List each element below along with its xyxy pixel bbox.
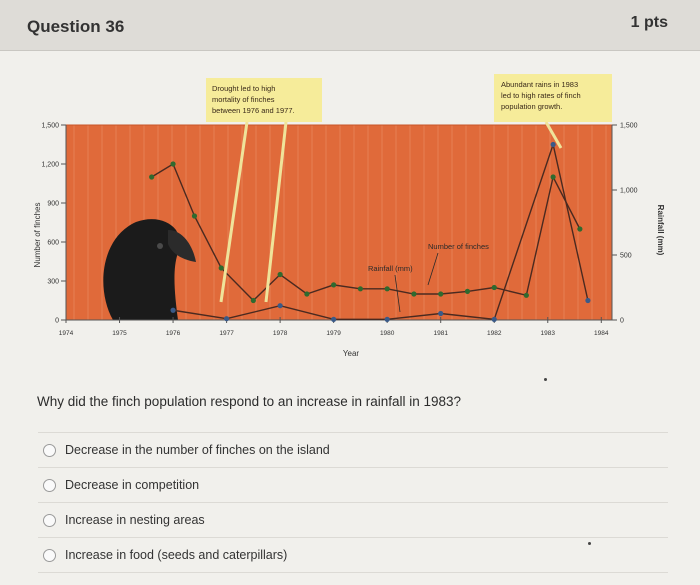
left-tick-label: 600	[47, 240, 59, 247]
finch-point	[218, 265, 224, 271]
finch-point	[577, 226, 583, 232]
rainfall-point	[550, 141, 556, 148]
finch-point	[170, 161, 176, 167]
stray-dot	[544, 378, 547, 381]
finch-point	[250, 297, 256, 304]
drought-callout-line-1: Drought led to high	[212, 84, 275, 93]
x-tick-label: 1978	[273, 330, 288, 337]
finch-head-illustration	[103, 219, 196, 320]
y-axis-title: Number of finches	[33, 203, 42, 268]
drought-callout-line-3: between 1976 and 1977.	[212, 106, 295, 115]
rainfall-point	[491, 316, 497, 322]
right-tick-label: 1,000	[620, 188, 638, 195]
finch-point	[411, 291, 417, 297]
rainfall-series-label: Rainfall (mm)	[368, 264, 413, 273]
rainfall-point	[223, 316, 230, 322]
x-tick-label: 1984	[594, 330, 609, 337]
rains-callout-line-2: led to high rates of finch	[501, 91, 581, 100]
answer-label: Increase in nesting areas	[65, 513, 205, 527]
question-prompt: Why did the finch population respond to …	[37, 394, 462, 409]
finch-point	[550, 174, 556, 180]
question-points: 1 pts	[630, 14, 668, 31]
left-tick-label: 1,500	[41, 123, 59, 130]
rainfall-point	[384, 316, 390, 322]
rains-callout-line-1: Abundant rains in 1983	[501, 80, 578, 89]
left-tick-label: 300	[47, 279, 59, 286]
answer-label: Decrease in the number of finches on the…	[65, 443, 330, 457]
x-tick-label: 1977	[219, 330, 234, 337]
rainfall-point	[438, 310, 444, 317]
x-tick-label: 1980	[380, 330, 395, 337]
finch-point	[331, 282, 337, 288]
finch-beak	[168, 230, 196, 262]
answer-list: Decrease in the number of finches on the…	[38, 432, 668, 573]
finch-point	[523, 292, 529, 298]
rains-callout: Abundant rains in 1983 led to high rates…	[494, 74, 612, 149]
right-tick-label: 0	[620, 318, 624, 325]
question-title: Question 36	[27, 17, 125, 36]
rainfall-point	[277, 303, 283, 309]
finch-point	[491, 284, 497, 291]
radio-button[interactable]	[43, 548, 56, 562]
finches-label-pointer	[427, 252, 439, 286]
rains-callout-box	[494, 74, 612, 122]
left-axis: 0 300 600 900 1,200 1,500	[41, 123, 67, 325]
finch-point	[304, 291, 310, 297]
finch-rainfall-figure: 0 300 600 900 1,200 1,500 0 500 1,000 1,500 1974…	[33, 74, 665, 358]
left-tick-label: 900	[47, 201, 59, 208]
left-tick-label: 0	[55, 318, 59, 325]
rainfall-label-pointer	[394, 274, 401, 313]
drought-callout-box	[206, 78, 322, 122]
question-header: Question 36 1 pts	[0, 0, 700, 51]
drought-callout-line-2: mortality of finches	[212, 95, 275, 104]
answer-option-1[interactable]: Decrease in the number of finches on the…	[38, 432, 668, 467]
chart-grid	[66, 124, 612, 320]
x-tick-label: 1974	[59, 330, 74, 337]
rains-callout-line-3: population growth.	[501, 102, 562, 111]
finch-point	[191, 213, 198, 219]
finch-point	[464, 288, 471, 294]
radio-button[interactable]	[43, 478, 56, 492]
rainfall-point	[331, 316, 337, 322]
x-tick-label: 1981	[433, 330, 448, 337]
chart-series	[149, 141, 591, 322]
x-tick-label: 1983	[541, 330, 556, 337]
rainfall-point	[585, 297, 591, 304]
answer-option-2[interactable]: Decrease in competition	[38, 467, 668, 502]
answer-label: Increase in food (seeds and caterpillars…	[65, 548, 288, 562]
radio-button[interactable]	[43, 443, 56, 457]
right-axis: 0 500 1,000 1,500	[611, 123, 638, 325]
finches-series-label: Number of finches	[428, 242, 489, 251]
drought-callout: Drought led to high mortality of finches…	[206, 78, 322, 303]
finch-point	[384, 286, 390, 292]
finch-point	[438, 291, 444, 297]
drought-callout-pointer	[264, 121, 288, 303]
answer-option-3[interactable]: Increase in nesting areas	[38, 502, 668, 537]
x-axis-title: Year	[343, 349, 360, 358]
x-tick-label: 1976	[166, 330, 181, 337]
left-tick-label: 1,200	[41, 162, 59, 169]
answer-label: Decrease in competition	[65, 478, 200, 492]
radio-button[interactable]	[43, 513, 56, 527]
x-tick-label: 1979	[326, 330, 341, 337]
rainfall-point	[170, 307, 176, 313]
rains-callout-pointer	[544, 121, 563, 149]
drought-callout-pointer	[219, 121, 249, 303]
x-tick-label: 1975	[112, 330, 127, 337]
finch-head	[103, 219, 183, 320]
x-tick-label: 1982	[487, 330, 502, 337]
right-tick-label: 500	[620, 253, 632, 260]
finch-point	[149, 174, 155, 180]
stray-dot	[588, 542, 591, 545]
finch-eye	[157, 243, 163, 249]
right-tick-label: 1,500	[620, 123, 638, 130]
y2-axis-title: Rainfall (mm)	[656, 205, 665, 256]
finch-point	[357, 286, 364, 292]
finch-point	[277, 271, 283, 278]
answer-option-4[interactable]: Increase in food (seeds and caterpillars…	[38, 537, 668, 573]
